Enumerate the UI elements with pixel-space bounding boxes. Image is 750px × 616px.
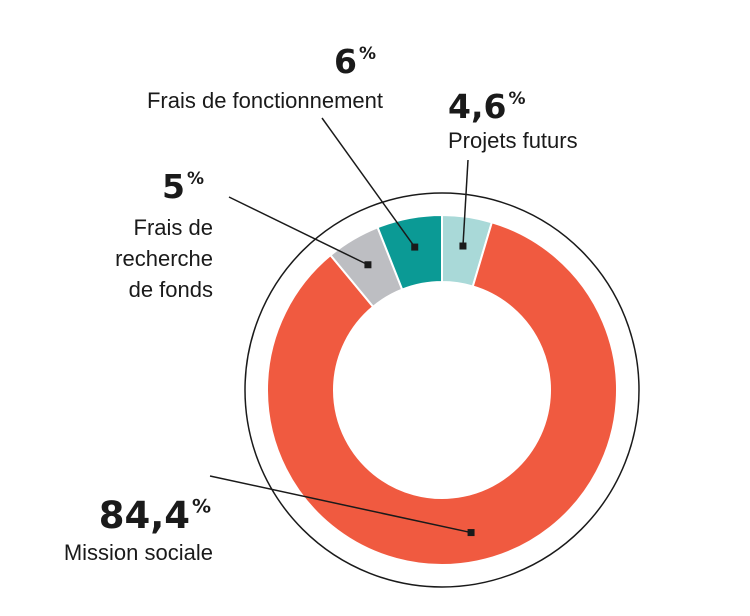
leader-lines — [209, 117, 475, 537]
leader-dot-mission — [467, 529, 475, 537]
leader-line-recherche — [228, 196, 369, 266]
category-label-recherche-line-1: Frais de — [134, 215, 213, 240]
value-label-mission: 84,4 — [99, 494, 190, 537]
percent-sign-projets: % — [508, 89, 525, 109]
value-label-projets: 4,6 — [448, 87, 506, 126]
category-label-recherche-line-3: de fonds — [129, 277, 213, 302]
percent-sign-mission: % — [192, 495, 211, 517]
leader-dot-recherche — [364, 261, 372, 269]
leader-dot-fonctionnement — [411, 243, 419, 251]
value-label-recherche: 5 — [162, 167, 185, 206]
value-label-fonctionnement: 6 — [334, 42, 357, 81]
percent-sign-fonctionnement: % — [359, 44, 376, 64]
category-label-projets-line-1: Projets futurs — [448, 128, 578, 153]
leader-line-projets — [462, 159, 469, 247]
category-label-fonctionnement-line-1: Frais de fonctionnement — [147, 88, 383, 113]
slice-mission — [266, 221, 618, 566]
leader-line-fonctionnement — [321, 117, 416, 248]
category-label-mission-line-1: Mission sociale — [64, 540, 213, 565]
leader-dot-projets — [459, 242, 467, 250]
leader-line-mission — [209, 475, 472, 534]
slices — [266, 213, 618, 566]
outer-ring — [244, 192, 640, 588]
labels: 4,6 % Projets futurs 84,4 % Mission sociale 5%… — [64, 42, 578, 565]
percent-sign-recherche: % — [187, 169, 204, 189]
category-label-recherche-line-2: recherche — [115, 246, 213, 271]
